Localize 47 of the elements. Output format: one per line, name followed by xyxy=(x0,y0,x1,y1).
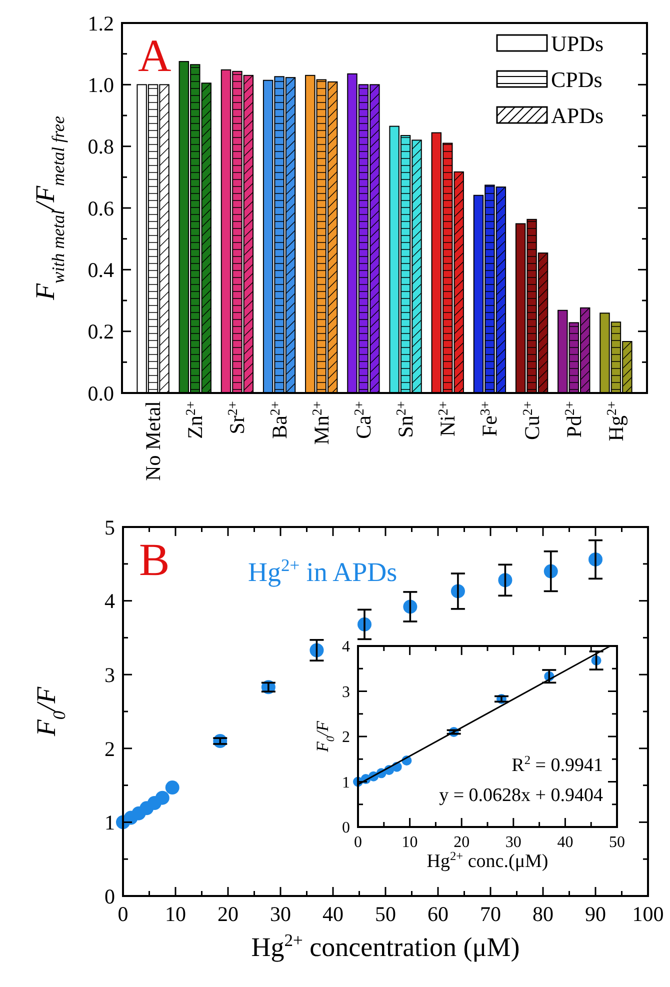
y-tick-label: 2 xyxy=(342,729,350,746)
y-tick-label: 1.2 xyxy=(88,11,114,36)
y-tick-label: 0.4 xyxy=(88,258,114,282)
y-tick-label: 0.0 xyxy=(88,381,114,406)
x-tick-label: 10 xyxy=(165,902,186,926)
y-tick-label: 3 xyxy=(104,662,115,687)
x-tick-label: 30 xyxy=(505,834,522,851)
y-tick-label: 1 xyxy=(104,810,115,835)
x-tick-label: 80 xyxy=(532,902,554,926)
point xyxy=(165,780,180,795)
y-tick-label: 5 xyxy=(104,515,115,540)
y-tick-label: 2 xyxy=(104,736,115,761)
x-tick-label: 10 xyxy=(402,834,418,851)
annotation: A xyxy=(138,30,172,81)
x-tick-label: 40 xyxy=(322,902,344,926)
y-tick-label: 0.8 xyxy=(88,134,114,159)
x-tick-label: 90 xyxy=(585,902,606,926)
annotation: R$^{2}$ = 0.9941 xyxy=(512,753,603,776)
x-tick-label: 20 xyxy=(218,902,238,926)
x-tick-label: No Metal xyxy=(141,400,166,481)
annotation: B xyxy=(139,534,170,585)
y-tick-label: 0 xyxy=(104,884,115,908)
x-tick-label: 0 xyxy=(354,834,362,851)
x-tick-label: 30 xyxy=(270,902,291,926)
x-tick-label: 50 xyxy=(375,902,396,926)
y-tick-label: 0.2 xyxy=(88,320,114,344)
x-tick-label: 40 xyxy=(557,834,574,851)
y-tick-label: 4 xyxy=(342,638,350,656)
point xyxy=(155,790,170,805)
x-tick-label: 20 xyxy=(454,834,470,851)
legend-label: CPDs xyxy=(551,67,602,92)
y-tick-label: 1.0 xyxy=(88,73,114,98)
y-tick-label: 3 xyxy=(342,684,350,701)
x-tick-label: 50 xyxy=(609,834,625,851)
y-tick-label: 1 xyxy=(342,774,350,792)
legend-label: APDs xyxy=(551,103,604,128)
x-axis-title: Hg$^{2+}$ conc.(μM) xyxy=(426,849,548,872)
x-tick-label: 100 xyxy=(632,902,664,926)
annotation: y = 0.0628x + 0.9404 xyxy=(439,785,604,806)
legend-label: UPDs xyxy=(551,31,604,56)
series-label: Hg$^{2+}$ in APDs xyxy=(248,555,398,587)
x-tick-label: 60 xyxy=(428,902,448,926)
y-tick-label: 0.6 xyxy=(88,196,114,220)
x-axis-title: Hg$^{2+}$ concentration (μM) xyxy=(251,930,520,962)
y-tick-label: 4 xyxy=(104,589,116,614)
y-tick-label: 0 xyxy=(342,820,350,837)
x-tick-label: 70 xyxy=(480,902,501,926)
